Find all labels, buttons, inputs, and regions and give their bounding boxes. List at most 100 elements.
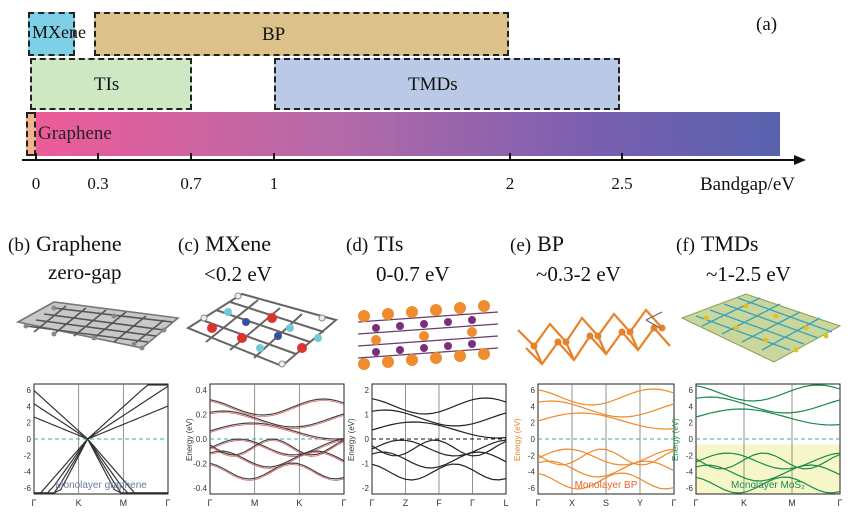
k-point-label: Γ: [694, 498, 699, 508]
k-point-label: M: [788, 498, 796, 508]
energy-tick-label: 0: [689, 435, 694, 444]
band-curve: [695, 396, 841, 414]
tmds-structure-illustration: [680, 293, 842, 363]
k-point-label: K: [76, 498, 82, 508]
panel-title-e: (e) BP: [510, 230, 564, 260]
band-curve: [209, 462, 345, 480]
energy-tick-label: 0.2: [196, 411, 208, 420]
energy-tick-label: 0: [365, 435, 370, 444]
panel-name: MXene: [205, 231, 272, 256]
band-plot: Γ X S Y Γ 6 4 2 0 -2 -4 -6 Energy (eV) Monolayer BP: [513, 383, 677, 508]
bp-structure-illustration: [517, 308, 671, 366]
band-curve: [371, 439, 507, 457]
energy-tick-label: 6: [27, 386, 32, 395]
tick-label: 0.3: [87, 174, 109, 193]
k-point-label: Γ: [470, 498, 475, 508]
k-point-label: L: [503, 498, 508, 508]
band-curve-soc: [209, 440, 345, 457]
panel-sub-d: 0-0.7 eV: [376, 262, 450, 286]
bandgap-axis: [22, 153, 806, 165]
panel-title-d: (d) TIs: [346, 230, 403, 260]
energy-tick-label: -2: [686, 451, 694, 460]
energy-tick-label: 0.4: [196, 386, 208, 395]
band-plot: Γ K M Γ 6 4 2 0 -2 -4 -6 Energy (eV) Monolayer MoS₂: [671, 383, 843, 508]
energy-tick-label: -0.2: [193, 460, 207, 469]
energy-tick-label: -2: [362, 484, 370, 493]
energy-axis-label: Energy (eV): [347, 418, 356, 461]
band-curve: [34, 437, 168, 494]
panel-title-c: (c) MXene: [178, 230, 271, 260]
band-curve: [371, 421, 507, 439]
energy-tick-label: -4: [686, 468, 694, 477]
band-plot: Γ M K Γ 0.4 0.2 0.0 -0.2 -0.4 Energy (eV): [185, 383, 347, 508]
panel-tag: (f): [676, 235, 695, 256]
band-curve: [209, 438, 345, 456]
band-curve: [537, 412, 675, 430]
band-curve: [33, 384, 168, 440]
k-point-label: K: [741, 498, 747, 508]
energy-tick-label: -1: [362, 460, 370, 469]
k-point-label: Γ: [166, 498, 171, 508]
bar-tis: TIs: [30, 58, 192, 110]
band-curve: [371, 409, 507, 427]
k-point-label: S: [603, 498, 609, 508]
graphene-structure-illustration: [15, 301, 180, 351]
energy-tick-label: 0: [27, 435, 32, 444]
band-curve: [537, 460, 675, 478]
axis-label: Bandgap/eV: [700, 174, 795, 195]
band-curve-soc: [209, 412, 345, 429]
energy-tick-label: -2: [528, 451, 536, 460]
k-point-label: M: [120, 498, 128, 508]
band-curve: [695, 408, 841, 426]
tick-label: 1: [269, 174, 279, 193]
band-structures: Γ K M Γ 6 4 2 0 -2 -4 -6 Monolayer graphene Γ M K Γ 0.4 0…: [24, 383, 843, 508]
panel-name: TIs: [374, 231, 404, 256]
band-curve: [371, 397, 507, 415]
panel-name: TMDs: [700, 231, 759, 256]
band-curve: [695, 384, 841, 402]
panel-tag: (c): [178, 235, 200, 256]
band-curve: [695, 452, 841, 470]
band-curve-soc: [209, 400, 345, 417]
energy-tick-label: -6: [686, 484, 694, 493]
panel-title-b: (b) Graphene: [8, 230, 122, 260]
k-point-label: Y: [637, 498, 643, 508]
mxene-structure-illustration: [185, 292, 339, 368]
energy-axis-label: Energy (eV): [185, 418, 194, 461]
inset-label: Monolayer MoS₂: [731, 480, 805, 491]
energy-tick-label: -4: [24, 468, 32, 477]
k-point-label: F: [436, 498, 442, 508]
k-point-label: Γ: [32, 498, 37, 508]
k-point-label: X: [569, 498, 575, 508]
band-curve: [209, 410, 345, 428]
energy-tick-label: -4: [528, 468, 536, 477]
energy-tick-label: 2: [689, 419, 694, 428]
energy-tick-label: 2: [531, 419, 536, 428]
figure-label-a: (a): [756, 14, 778, 35]
tick-label: 2: [505, 174, 515, 193]
energy-tick-label: 1: [365, 411, 370, 420]
band-plot: Γ K M Γ 6 4 2 0 -2 -4 -6 Monolayer graphene: [24, 383, 171, 508]
bar-graphene: Graphene: [30, 112, 780, 156]
panel-tag: (b): [8, 235, 31, 256]
bar-tis-label: TIs: [94, 74, 120, 95]
band-curve: [695, 452, 841, 470]
band-curve-soc: [209, 464, 345, 481]
band-curve: [537, 472, 675, 490]
panel-title-f: (f) TMDs: [676, 230, 758, 260]
energy-axis-label: Energy (eV): [671, 418, 680, 461]
bar-tmds-label: TMDs: [408, 74, 458, 95]
bar-mxene-label: MXene: [32, 22, 86, 42]
energy-tick-label: -2: [24, 451, 32, 460]
panel-sub-c: <0.2 eV: [204, 262, 272, 286]
k-point-label: Γ: [672, 498, 677, 508]
band-plot: Γ Z F Γ L 2 1 0 -1 -2 Energy (eV): [347, 383, 509, 508]
energy-tick-label: 2: [365, 386, 370, 395]
band-curve-soc: [209, 424, 345, 441]
bar-bp-label: BP: [262, 24, 286, 45]
tick-label: 0.7: [180, 174, 202, 193]
energy-tick-label: 0.0: [196, 435, 208, 444]
band-curve: [209, 398, 345, 416]
tis-structure-illustration: [357, 300, 499, 370]
energy-tick-label: 6: [531, 386, 536, 395]
